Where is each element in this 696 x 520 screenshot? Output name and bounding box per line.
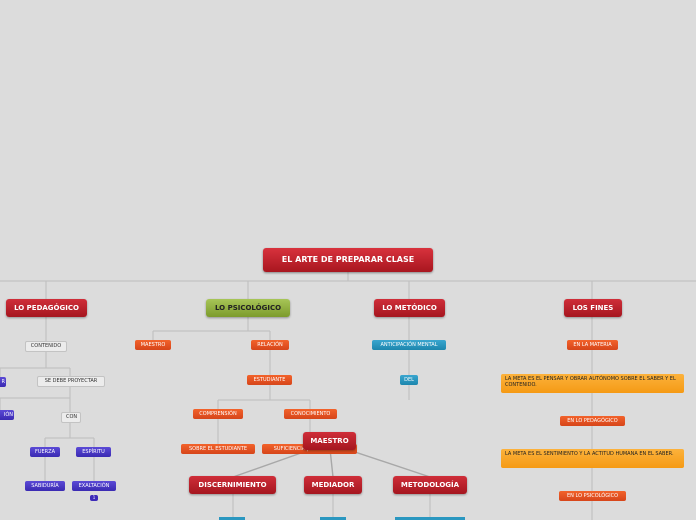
node-en-la-materia[interactable]: EN LA MATERIA [567, 340, 618, 350]
node-maestro[interactable]: MAESTRO [135, 340, 171, 350]
node-conocimiento[interactable]: CONOCIMIENTO [284, 409, 337, 419]
node-sobre-el-estudiante[interactable]: SOBRE EL ESTUDIANTE [181, 444, 255, 454]
note-meta-sentimiento[interactable]: LA META ES EL SENTIMIENTO Y LA ACTITUD H… [501, 449, 684, 468]
node-comprension[interactable]: COMPRENSIÓN [193, 409, 243, 419]
node-fuerza[interactable]: FUERZA [30, 447, 60, 457]
node-discernimiento[interactable]: DISCERNIMIENTO [189, 476, 276, 494]
node-estudiante[interactable]: ESTUDIANTE [247, 375, 292, 385]
node-anticipacion-mental[interactable]: ANTICIPACIÓN MENTAL [372, 340, 446, 350]
node-contenido[interactable]: CONTENIDO [25, 341, 67, 352]
node-en-lo-psicologico[interactable]: EN LO PSICOLÓGICO [559, 491, 626, 501]
node-sabiduria[interactable]: SABIDURÍA [25, 481, 65, 491]
node-metodologia[interactable]: METODOLOGÍA [393, 476, 467, 494]
note-meta-pensar[interactable]: LA META ES EL PENSAR Y OBRAR AUTÓNOMO SO… [501, 374, 684, 393]
root-topic[interactable]: EL ARTE DE PREPARAR CLASE [263, 248, 433, 272]
node-se-debe-proyectar[interactable]: SE DEBE PROYECTAR [37, 376, 105, 387]
topic-pedagogico[interactable]: LO PEDAGÓGICO [6, 299, 87, 317]
topic-metodico[interactable]: LO METÓDICO [374, 299, 445, 317]
node-en-lo-pedagogico[interactable]: EN LO PEDAGÓGICO [560, 416, 625, 426]
node-con[interactable]: CON [61, 412, 81, 423]
topic-fines[interactable]: LOS FINES [564, 299, 622, 317]
topic-psicologico[interactable]: LO PSICOLÓGICO [206, 299, 290, 317]
count-badge: 1 [90, 495, 98, 501]
node-exaltacion[interactable]: EXALTACIÓN [72, 481, 116, 491]
node-del[interactable]: DEL [400, 375, 418, 385]
node-left-partial-2[interactable]: IÓN [0, 410, 14, 420]
node-mediador[interactable]: MEDIADOR [304, 476, 362, 494]
node-relacion[interactable]: RELACIÓN [251, 340, 289, 350]
floating-maestro-topic[interactable]: MAESTRO [303, 432, 356, 450]
node-espiritu[interactable]: ESPÍRITU [76, 447, 111, 457]
node-left-partial-1[interactable]: R [0, 377, 6, 387]
